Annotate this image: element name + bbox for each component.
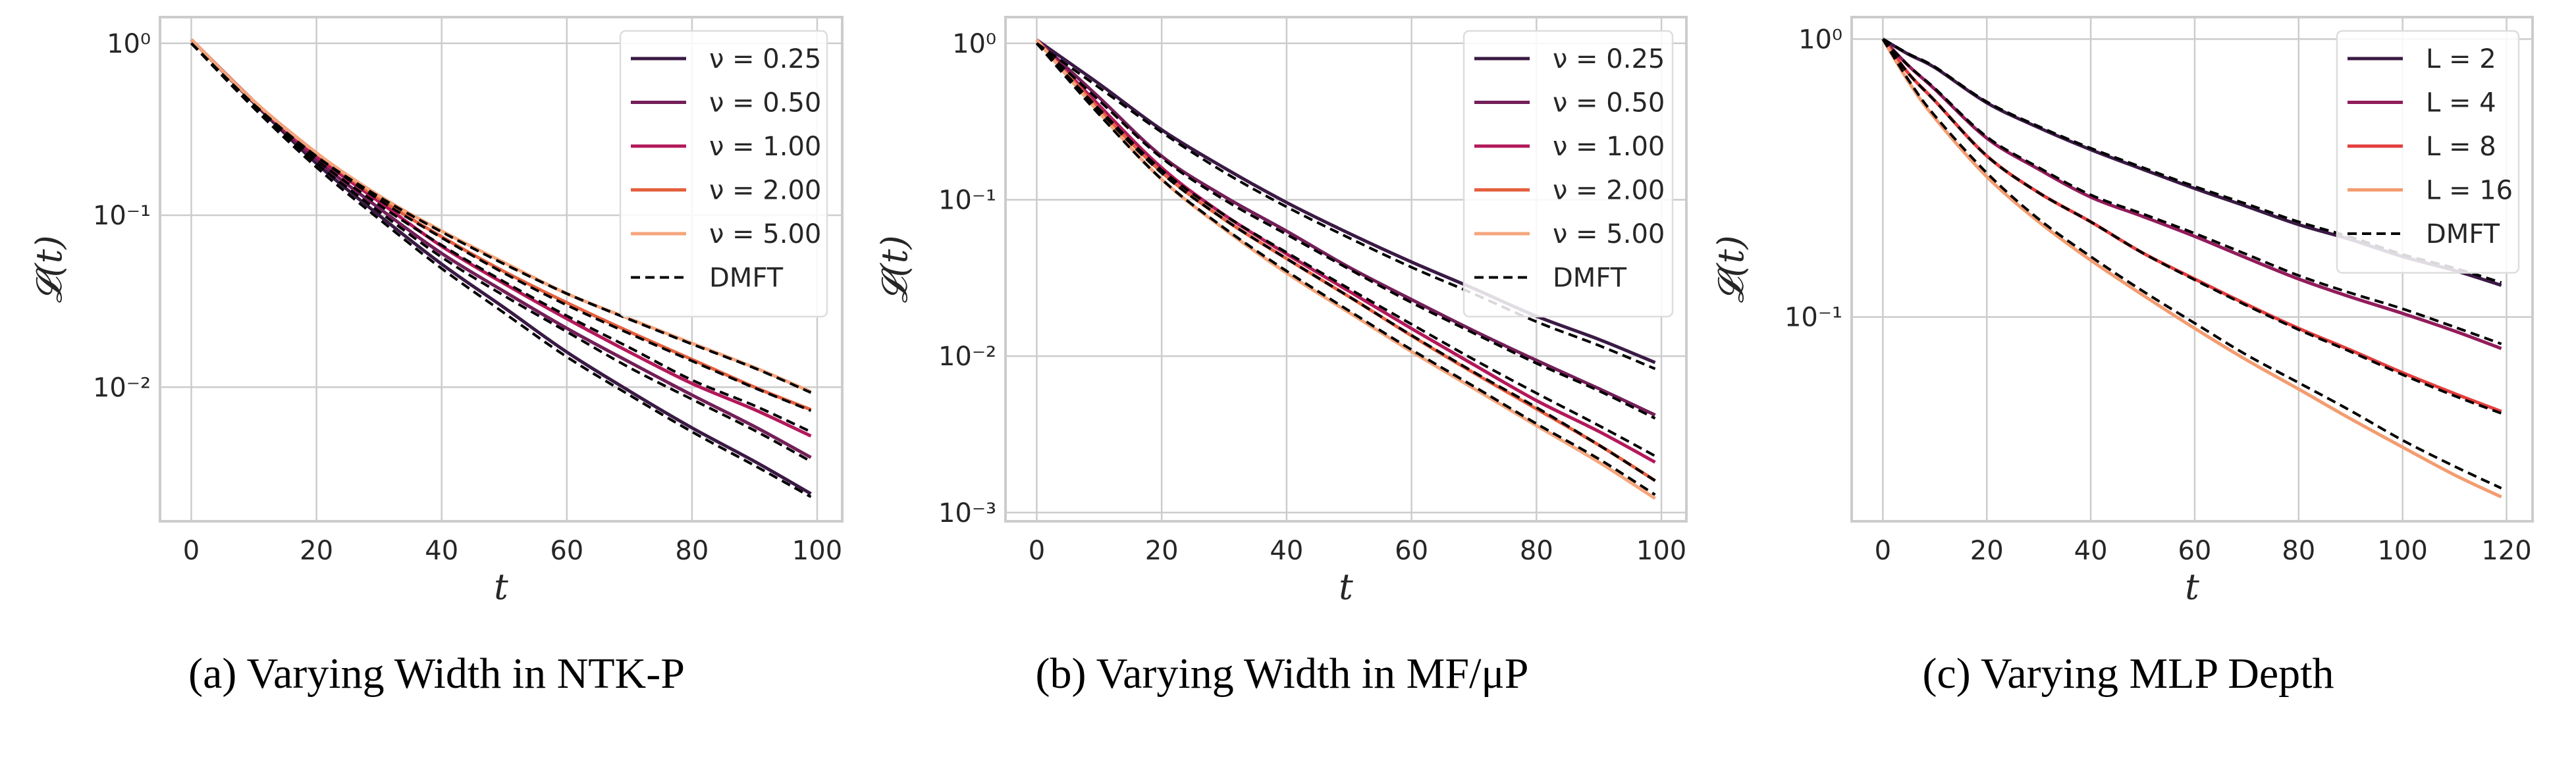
dmft-dashed-line <box>1036 42 1656 420</box>
dmft-dashed-line <box>1881 38 2502 490</box>
x-tick-label: 100 <box>1636 536 1686 566</box>
dmft-dashed-line <box>190 42 812 433</box>
dmft-dashed-line <box>1036 42 1656 371</box>
legend: ν = 0.25 ν = 0.50 ν = 1.00 ν = 2.00 ν = 5.00… <box>1462 30 1674 318</box>
legend-label: ν = 1.00 <box>1553 132 1665 162</box>
axes-frame <box>1004 16 1688 523</box>
plot-area <box>190 38 812 498</box>
y-tick-label: 10⁻¹ <box>93 201 151 231</box>
plot-area <box>1035 38 1656 500</box>
legend-box <box>2336 30 2520 274</box>
x-tick-label: 80 <box>675 536 709 566</box>
x-axis-label: t <box>494 566 508 607</box>
y-axis-label: 𝓛(t) <box>874 235 915 303</box>
subfigure-caption: (b) Varying Width in MF/μP <box>1035 650 1528 698</box>
x-tick-label: 20 <box>1145 536 1179 566</box>
x-tick-label: 40 <box>2074 536 2108 566</box>
x-axis-label: t <box>1339 566 1353 607</box>
series-line <box>1035 38 1656 365</box>
dmft-dashed-line <box>190 42 812 463</box>
series-line <box>1881 38 2502 350</box>
x-tick-label: 0 <box>1875 536 1891 566</box>
x-tick-label: 100 <box>2377 536 2427 566</box>
y-tick-label: 10⁻¹ <box>938 185 996 215</box>
x-tick-label: 0 <box>183 536 200 566</box>
series-line <box>1881 38 2502 499</box>
x-tick-label: 20 <box>1970 536 2004 566</box>
dmft-dashed-line <box>190 42 812 394</box>
x-tick-label: 60 <box>550 536 583 566</box>
x-tick-label: 80 <box>2282 536 2315 566</box>
y-tick-label: 10⁻² <box>93 373 151 403</box>
series-line <box>1035 39 1656 464</box>
y-tick-label: 10⁰ <box>107 29 151 59</box>
chart-panel-1: 0 20 40 60 80 100 10⁰ 10⁻¹ 10⁻² 10⁻³ t 𝓛(t) ν = 0.25… <box>874 16 1688 698</box>
legend-label: ν = 5.00 <box>709 219 821 249</box>
legend-label: DMFT <box>2426 219 2500 249</box>
x-tick-label: 40 <box>1270 536 1303 566</box>
legend-label: L = 2 <box>2426 44 2496 74</box>
legend-label: ν = 0.50 <box>1553 88 1665 118</box>
legend-label: ν = 5.00 <box>1553 219 1665 249</box>
y-tick-label: 10⁻³ <box>938 498 996 529</box>
x-tick-label: 20 <box>300 536 333 566</box>
subfigure-caption: (a) Varying Width in NTK-P <box>188 650 685 698</box>
x-tick-label: 60 <box>2178 536 2211 566</box>
y-tick-label: 10⁻¹ <box>1784 303 1842 333</box>
x-tick-label: 80 <box>1520 536 1553 566</box>
y-tick-label: 10⁻² <box>938 342 996 372</box>
y-tick-label: 10⁰ <box>952 29 996 59</box>
x-tick-label: 120 <box>2481 536 2531 566</box>
legend-label: ν = 1.00 <box>709 132 821 162</box>
dmft-dashed-line <box>1035 42 1656 496</box>
y-tick-label: 10⁰ <box>1798 24 1842 55</box>
legend-label: ν = 0.25 <box>1553 44 1665 74</box>
legend: ν = 0.25 ν = 0.50 ν = 1.00 ν = 2.00 ν = 5.00… <box>619 30 828 318</box>
dmft-dashed-line <box>1881 38 2502 415</box>
series-line <box>1035 38 1656 417</box>
legend-label: L = 16 <box>2426 176 2513 206</box>
legend-label: ν = 2.00 <box>709 176 821 206</box>
subfigure-caption: (c) Varying MLP Depth <box>1922 650 2334 698</box>
y-axis-label: 𝓛(t) <box>28 235 70 303</box>
legend-label: DMFT <box>709 263 784 294</box>
series-line <box>1035 39 1656 500</box>
legend-label: ν = 2.00 <box>1553 176 1665 206</box>
x-tick-label: 40 <box>425 536 458 566</box>
axes-frame <box>1850 16 2534 523</box>
legend-label: L = 4 <box>2426 88 2496 118</box>
x-tick-label: 100 <box>792 536 842 566</box>
y-axis-label: 𝓛(t) <box>1710 235 1752 303</box>
dmft-dashed-line <box>1881 38 2502 346</box>
x-tick-label: 60 <box>1395 536 1428 566</box>
legend-label: ν = 0.50 <box>709 88 821 118</box>
dmft-dashed-line <box>1035 42 1656 457</box>
legend-label: DMFT <box>1553 263 1627 294</box>
legend-label: L = 8 <box>2426 132 2496 162</box>
legend-label: ν = 0.25 <box>709 44 821 74</box>
x-axis-label: t <box>2185 566 2199 607</box>
axes-frame <box>159 16 844 523</box>
x-tick-label: 0 <box>1029 536 1045 566</box>
legend: L = 2 L = 4 L = 8 L = 16 DMFT <box>2336 30 2520 274</box>
dmft-dashed-line <box>1035 42 1656 482</box>
